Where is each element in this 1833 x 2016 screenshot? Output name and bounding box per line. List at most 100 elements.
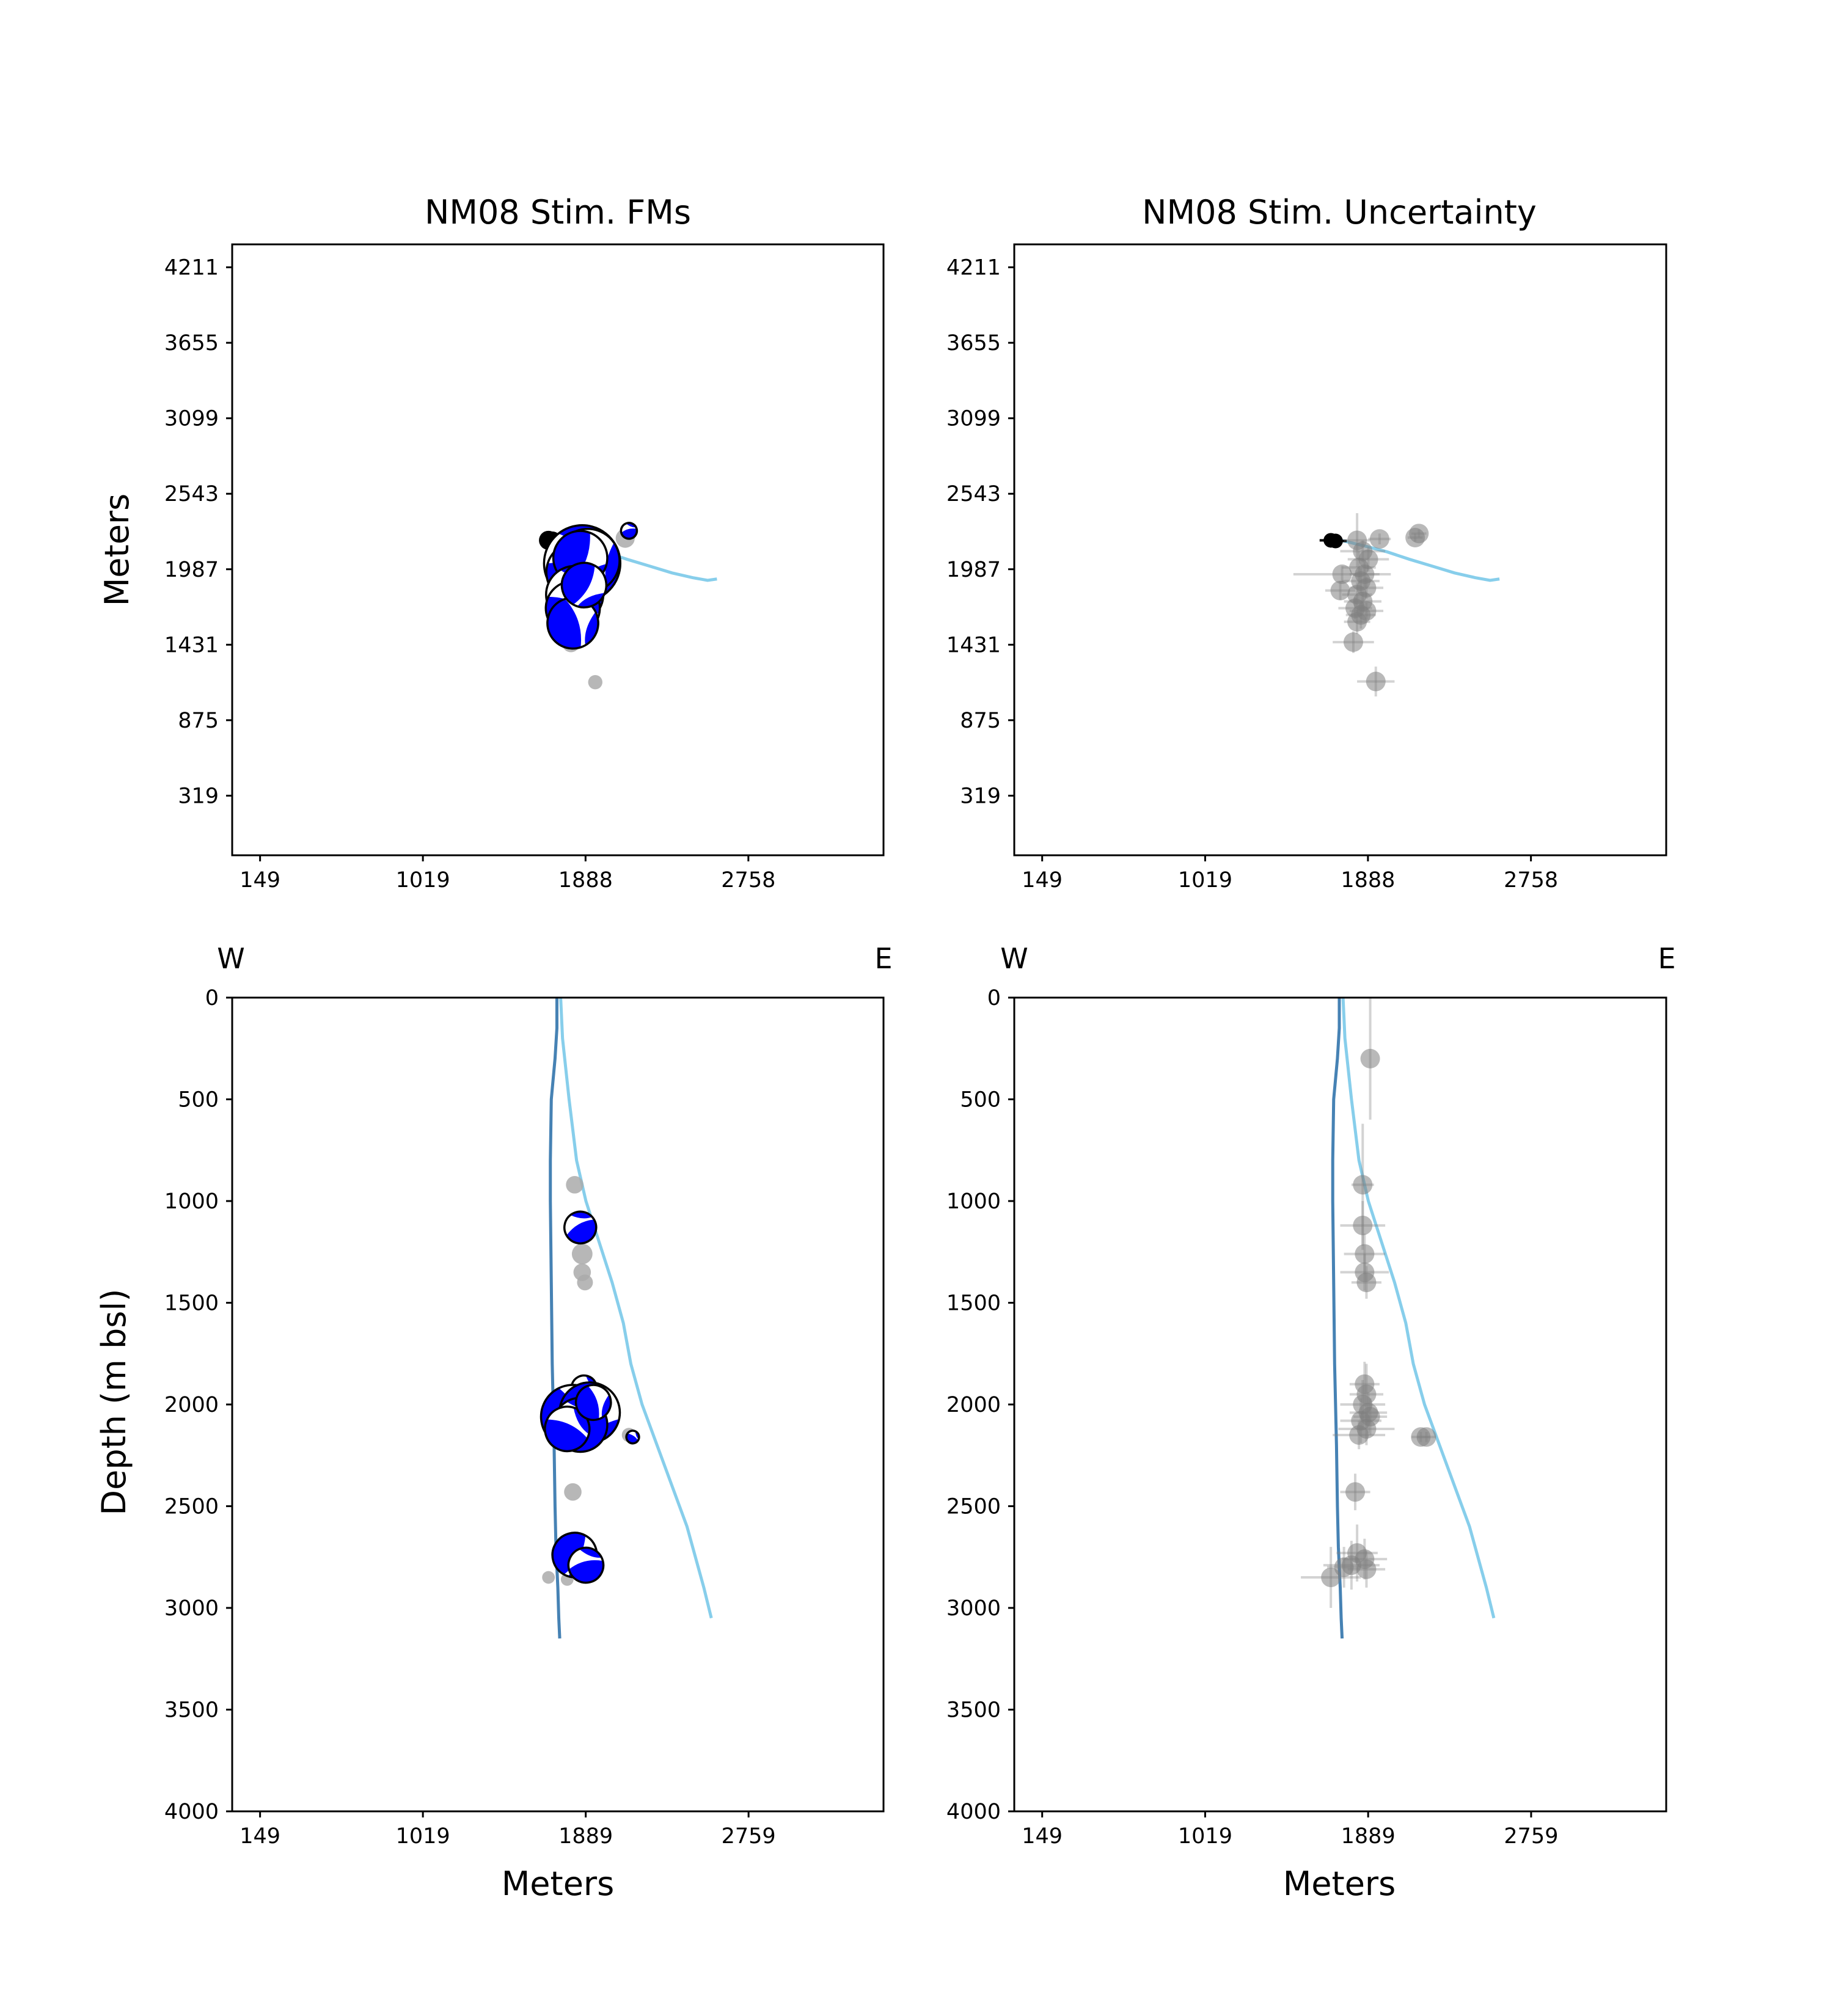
event-marker	[1353, 1215, 1373, 1235]
beachball-outline	[625, 1430, 640, 1445]
event-marker	[1356, 1273, 1377, 1293]
event-marker	[1349, 1425, 1369, 1445]
event-marker	[571, 1243, 593, 1265]
panel-title: NM08 Stim. Uncertainty	[1142, 193, 1537, 232]
x-axis-label: Meters	[1283, 1864, 1396, 1903]
east-label: E	[874, 942, 892, 975]
x-axis-label: Meters	[502, 1864, 615, 1903]
event-marker	[1330, 580, 1350, 601]
well-track-line	[1341, 998, 1496, 1619]
y-axis-label: Depth (m bsl)	[95, 1289, 133, 1516]
event-marker	[1334, 1557, 1354, 1577]
event-marker	[1355, 1244, 1375, 1264]
y-tick-label: 1000	[946, 1189, 1001, 1214]
plot-area	[539, 522, 717, 690]
y-tick-label: 875	[960, 709, 1001, 733]
beachball-outline	[574, 1384, 612, 1422]
event-marker	[1345, 1482, 1366, 1502]
beachball-outline	[567, 1546, 605, 1584]
beachball-outline	[560, 561, 608, 608]
x-tick-label: 1019	[1178, 868, 1232, 893]
event-marker	[1353, 1175, 1373, 1195]
y-tick-label: 500	[178, 1088, 219, 1112]
beachball-compressional-quadrant	[577, 593, 606, 608]
x-tick-label: 1888	[558, 868, 613, 893]
x-tick-label: 1888	[1341, 868, 1395, 893]
y-tick-label: 4000	[164, 1800, 219, 1824]
plot-area	[1301, 998, 1496, 1639]
y-tick-label: 1987	[164, 558, 219, 582]
y-tick-label: 1431	[164, 633, 219, 657]
west-label: W	[217, 942, 244, 975]
well-track-line	[1331, 998, 1344, 1639]
event-marker	[1360, 1406, 1380, 1426]
beachball-compressional-quadrant	[585, 612, 599, 646]
event-marker	[566, 1176, 584, 1194]
panel-uncertainty-map: NM08 Stim. Uncertainty 149 1019 1888 2758 31…	[946, 193, 1667, 893]
beachball-outline	[563, 1210, 598, 1245]
event-marker	[1409, 524, 1429, 544]
y-tick-label: 4211	[946, 256, 1001, 280]
beachball-compressional-quadrant	[562, 563, 595, 605]
x-tick-label: 1889	[558, 1824, 613, 1849]
focal-mechanism-beachball	[620, 522, 638, 540]
event-marker	[1416, 1427, 1436, 1447]
focal-mechanism-beachball	[563, 1210, 598, 1245]
y-tick-label: 500	[960, 1088, 1001, 1112]
beachball-compressional-quadrant	[566, 1219, 596, 1244]
event-marker	[1369, 529, 1389, 549]
beachball-compressional-quadrant	[621, 528, 637, 539]
event-marker	[1366, 671, 1386, 692]
panel-uncertainty-depth: W E Meters 149 1019 1889 2759 0 500 1000 1500 20…	[946, 942, 1676, 1903]
y-tick-label: 3000	[946, 1596, 1001, 1621]
y-tick-label: 875	[178, 709, 219, 733]
axes-frame	[1013, 243, 1667, 856]
y-tick-label: 1500	[164, 1291, 219, 1316]
x-tick-label: 1019	[396, 1824, 450, 1849]
axes-frame	[231, 243, 885, 856]
event-marker	[564, 1483, 582, 1501]
beachball-compressional-quadrant	[626, 522, 637, 528]
panel-fms-map: NM08 Stim. FMs Meters 149 1019 1888 2758 319…	[98, 193, 885, 893]
panel-title: NM08 Stim. FMs	[425, 193, 691, 232]
y-tick-label: 4000	[946, 1800, 1001, 1824]
x-tick-label: 1019	[1178, 1824, 1232, 1849]
y-tick-label: 3000	[164, 1596, 219, 1621]
x-tick-label: 149	[240, 1824, 280, 1849]
y-tick-label: 3655	[946, 331, 1001, 356]
y-axis-label: Meters	[98, 494, 136, 607]
event-marker	[588, 674, 602, 690]
event-marker	[577, 1274, 593, 1291]
beachball-compressional-quadrant	[576, 1386, 599, 1420]
beachball-compressional-quadrant	[552, 1533, 586, 1575]
y-tick-label: 2543	[164, 482, 219, 506]
plot-area	[540, 998, 713, 1639]
focal-mechanism-beachball	[567, 1546, 605, 1584]
focal-mechanism-beachball	[625, 1430, 640, 1445]
event-marker	[1356, 1559, 1377, 1579]
x-tick-label: 2758	[721, 868, 775, 893]
y-tick-label: 0	[987, 986, 1001, 1010]
well-track-line	[559, 998, 713, 1619]
beachball-compressional-quadrant	[573, 1407, 590, 1434]
well-track-line	[549, 998, 562, 1639]
beachball-compressional-quadrant	[569, 1560, 604, 1583]
y-tick-label: 1431	[946, 633, 1001, 657]
x-tick-label: 149	[240, 868, 280, 893]
focal-mechanism-beachball	[546, 596, 599, 650]
plot-area	[1293, 513, 1500, 696]
x-tick-label: 1019	[396, 868, 450, 893]
focal-mechanism-beachball	[560, 561, 608, 608]
east-label: E	[1658, 942, 1675, 975]
beachball-compressional-quadrant	[626, 1433, 638, 1444]
y-tick-label: 3099	[164, 407, 219, 431]
panel-fms-depth: W E Depth (m bsl) Meters 149 1019 1889 2759…	[95, 942, 893, 1903]
x-tick-label: 2759	[1504, 1824, 1558, 1849]
y-tick-label: 2000	[946, 1393, 1001, 1417]
event-marker	[1321, 1568, 1341, 1588]
y-tick-label: 319	[960, 784, 1001, 808]
x-tick-label: 2759	[722, 1824, 776, 1849]
beachball-compressional-quadrant	[544, 1419, 588, 1452]
west-label: W	[1000, 942, 1028, 975]
